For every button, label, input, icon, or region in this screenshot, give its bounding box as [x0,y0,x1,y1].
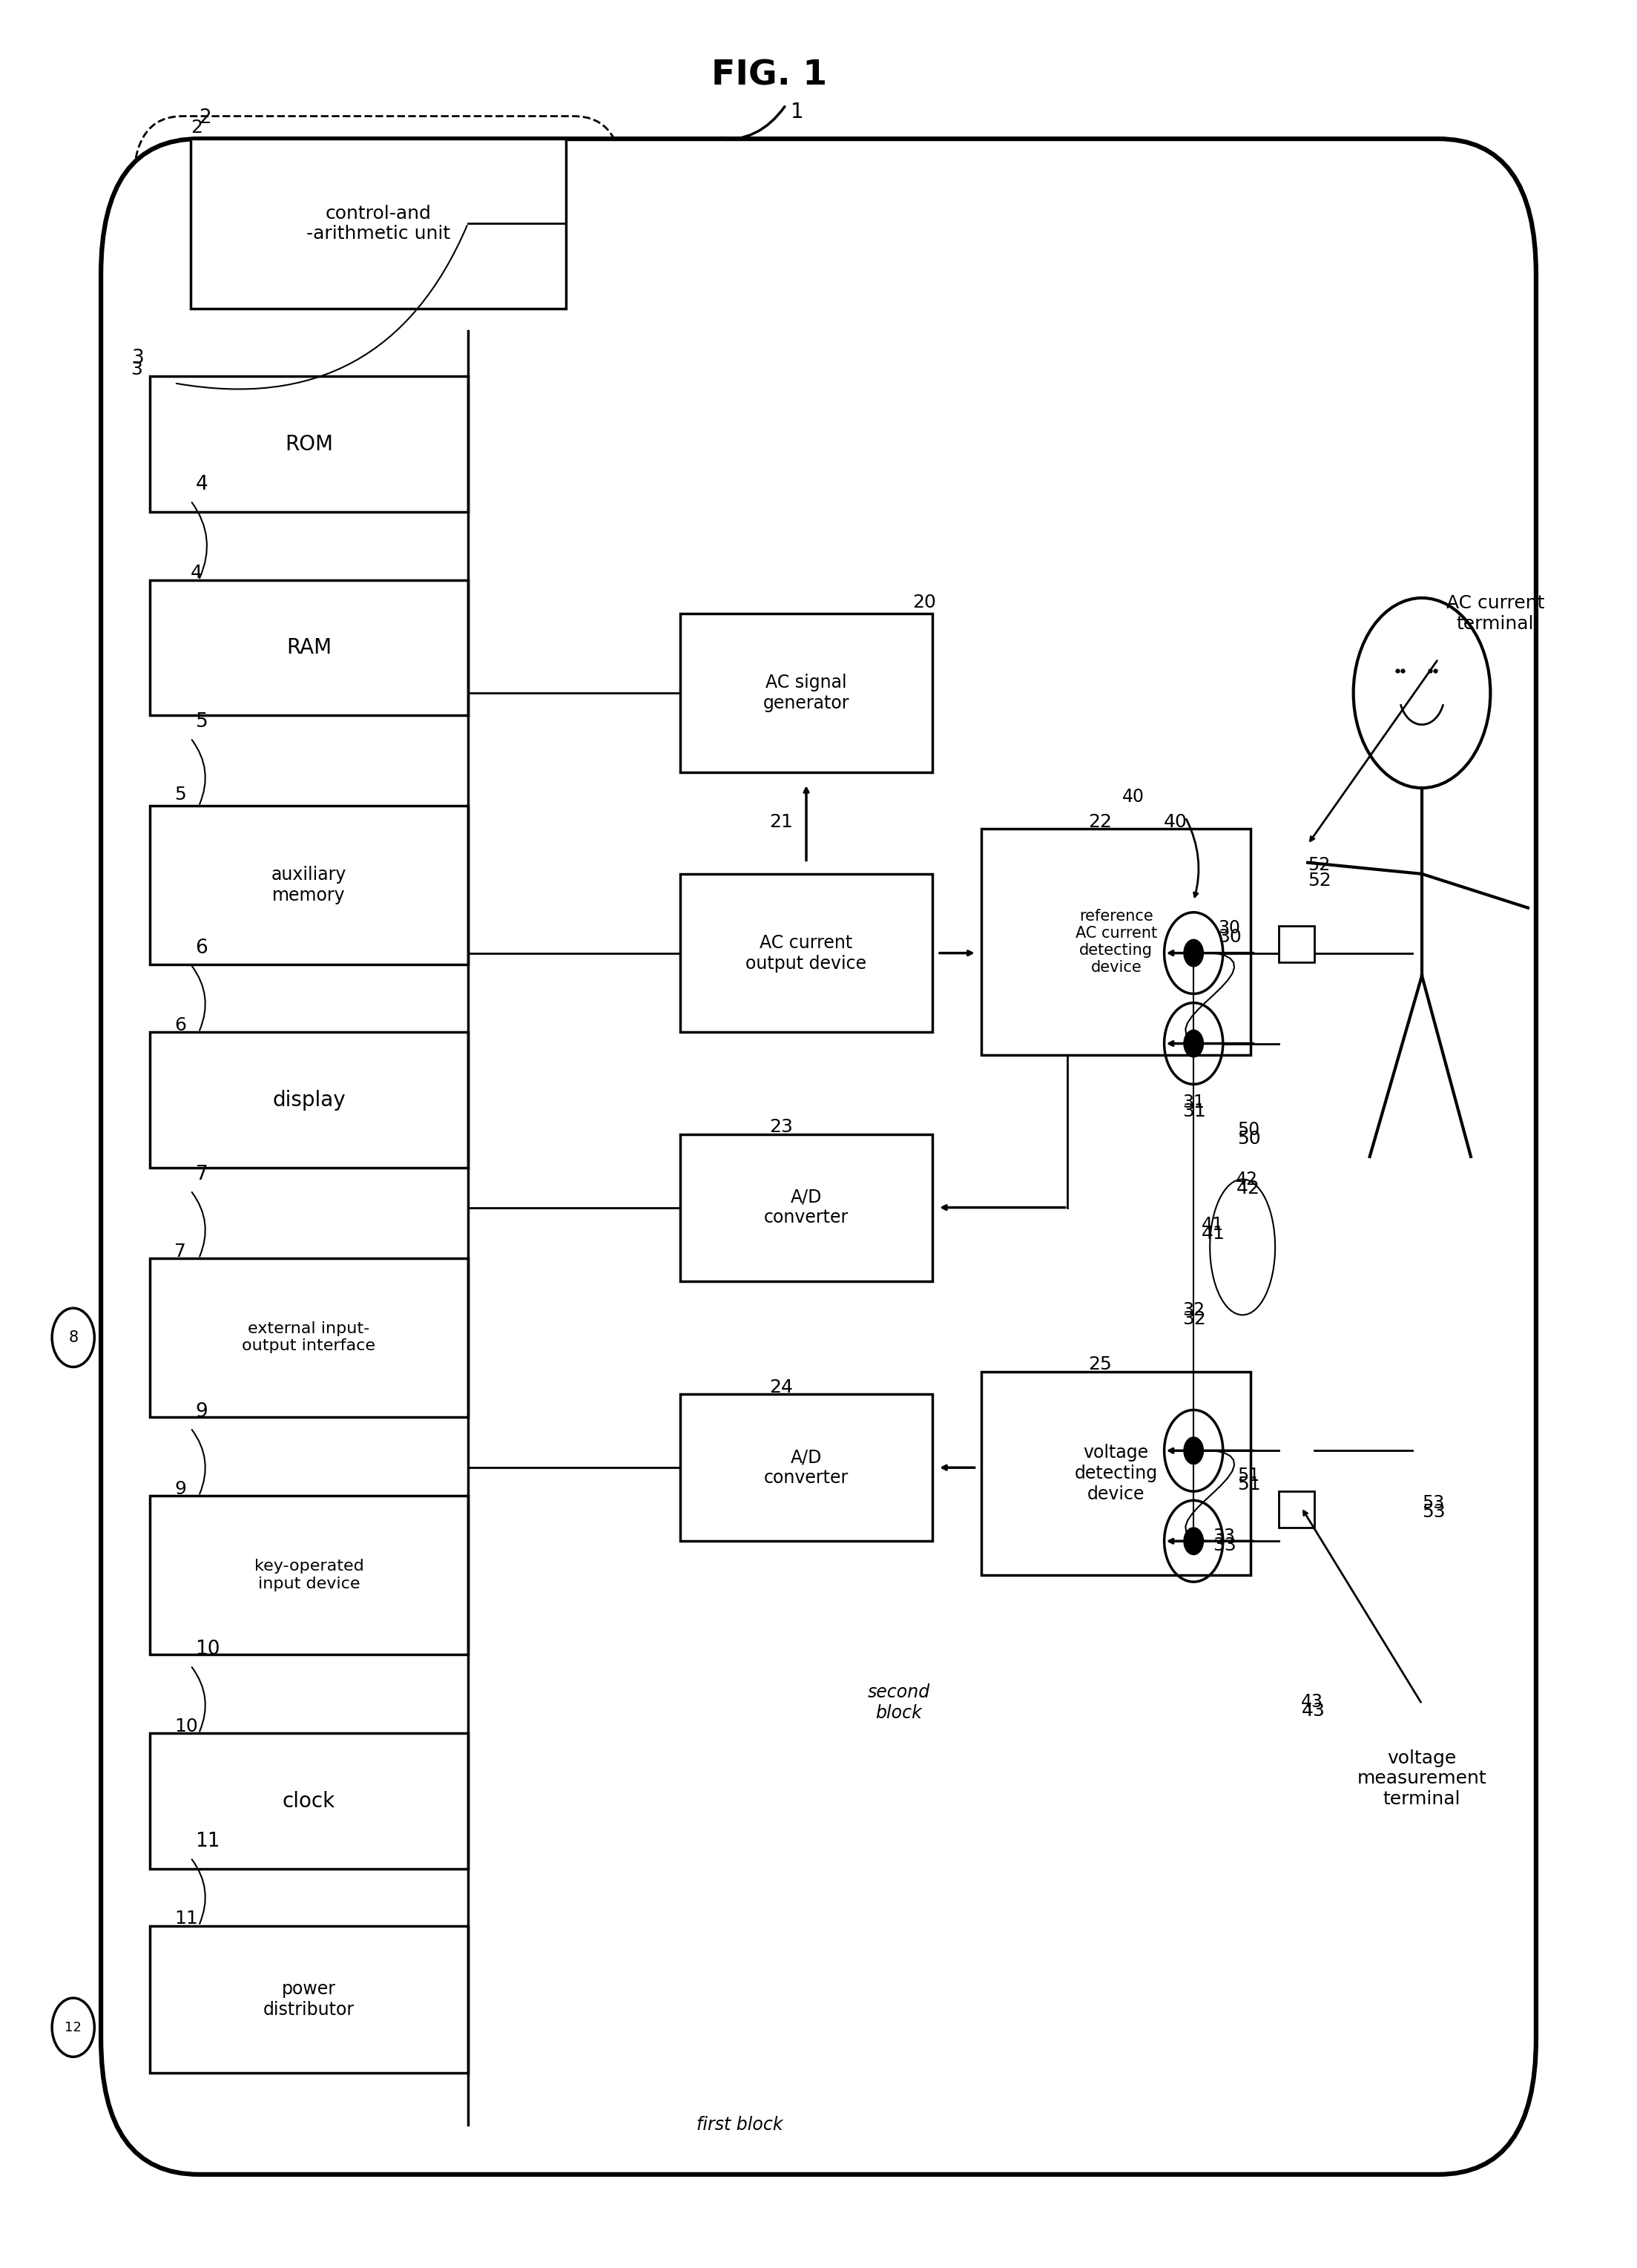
FancyBboxPatch shape [679,1134,933,1281]
Text: 30: 30 [1218,928,1241,946]
Text: A/D
converter: A/D converter [764,1449,848,1488]
Text: 33: 33 [1213,1529,1236,1547]
Text: clock: clock [283,1792,336,1812]
FancyBboxPatch shape [101,138,1536,2175]
Text: 51: 51 [1238,1467,1260,1486]
Text: voltage
measurement
terminal: voltage measurement terminal [1357,1749,1486,1808]
Text: second
block: second block [868,1683,930,1721]
Text: 53: 53 [1423,1504,1445,1520]
Circle shape [1184,1030,1203,1057]
Text: reference
AC current
detecting
device: reference AC current detecting device [1076,909,1157,975]
Text: 52: 52 [1308,855,1331,873]
Text: power
distributor: power distributor [264,1980,355,2019]
FancyBboxPatch shape [679,873,933,1032]
Text: 2: 2 [198,109,211,127]
FancyBboxPatch shape [679,615,933,771]
Text: 11: 11 [174,1910,198,1928]
Circle shape [1184,939,1203,966]
Text: AC current
terminal: AC current terminal [1445,594,1544,633]
FancyBboxPatch shape [655,592,1275,1710]
Text: 4: 4 [190,565,203,583]
Text: 53: 53 [1423,1495,1444,1513]
Text: 52: 52 [1308,871,1331,889]
Text: 10: 10 [174,1717,198,1735]
Text: 43: 43 [1301,1692,1323,1710]
FancyBboxPatch shape [151,376,468,513]
FancyBboxPatch shape [151,1259,468,1418]
Text: 21: 21 [769,812,794,830]
Text: 5: 5 [195,712,208,730]
FancyBboxPatch shape [151,581,468,717]
Text: 10: 10 [195,1640,221,1658]
Text: 4: 4 [195,474,208,494]
FancyBboxPatch shape [151,1032,468,1168]
Text: 23: 23 [769,1118,794,1136]
Text: 30: 30 [1218,919,1241,937]
Text: 43: 43 [1301,1701,1324,1719]
Text: 50: 50 [1238,1120,1260,1139]
FancyBboxPatch shape [151,1497,468,1653]
Text: 8: 8 [69,1329,79,1345]
Text: 20: 20 [912,594,936,612]
Text: 42: 42 [1236,1170,1259,1188]
Text: 3: 3 [133,349,144,367]
Text: 1: 1 [791,102,804,122]
Text: 24: 24 [769,1379,794,1397]
Text: 9: 9 [174,1481,187,1497]
FancyBboxPatch shape [151,805,468,964]
Text: 3: 3 [131,361,142,379]
Text: 41: 41 [1202,1216,1224,1234]
Text: 40: 40 [1164,812,1187,830]
Text: 11: 11 [195,1833,221,1851]
FancyBboxPatch shape [982,828,1251,1055]
FancyBboxPatch shape [982,1372,1251,1574]
Text: auxiliary
memory: auxiliary memory [272,866,347,905]
FancyBboxPatch shape [1278,925,1315,962]
Text: 9: 9 [195,1402,208,1422]
FancyBboxPatch shape [151,1926,468,2073]
Text: 6: 6 [174,1016,187,1034]
Text: 12: 12 [65,2021,82,2034]
Circle shape [1184,1438,1203,1465]
Text: RAM: RAM [286,637,332,658]
FancyBboxPatch shape [134,116,622,331]
FancyBboxPatch shape [190,138,566,308]
Text: first block: first block [696,2116,782,2134]
Text: 32: 32 [1182,1311,1206,1329]
Text: AC signal
generator: AC signal generator [763,674,850,712]
Text: key-operated
input device: key-operated input device [254,1558,363,1592]
Text: 25: 25 [1089,1356,1112,1374]
Text: 31: 31 [1182,1093,1205,1111]
Text: 32: 32 [1182,1302,1205,1320]
FancyBboxPatch shape [679,1395,933,1542]
Text: 5: 5 [174,785,187,803]
Text: voltage
detecting
device: voltage detecting device [1074,1445,1157,1504]
Text: display: display [272,1089,345,1111]
FancyBboxPatch shape [151,1733,468,1869]
Text: 51: 51 [1238,1476,1260,1495]
Text: 41: 41 [1202,1225,1226,1243]
FancyBboxPatch shape [126,252,614,2141]
Text: 7: 7 [195,1163,208,1184]
Text: FIG. 1: FIG. 1 [712,59,827,93]
Text: 22: 22 [1089,812,1112,830]
Text: ROM: ROM [285,433,332,454]
Text: 6: 6 [195,939,208,957]
Text: 31: 31 [1182,1102,1206,1120]
Text: 33: 33 [1213,1538,1236,1554]
Text: 42: 42 [1236,1179,1260,1198]
Text: A/D
converter: A/D converter [764,1188,848,1227]
Text: external input-
output interface: external input- output interface [242,1322,375,1354]
FancyBboxPatch shape [1278,1492,1315,1529]
Text: 2: 2 [190,118,203,136]
Text: AC current
output device: AC current output device [746,934,866,973]
Text: 40: 40 [1123,789,1144,805]
Text: 50: 50 [1238,1129,1260,1148]
Text: control-and
-arithmetic unit: control-and -arithmetic unit [306,204,450,243]
Text: 7: 7 [174,1243,187,1261]
Circle shape [1184,1529,1203,1554]
